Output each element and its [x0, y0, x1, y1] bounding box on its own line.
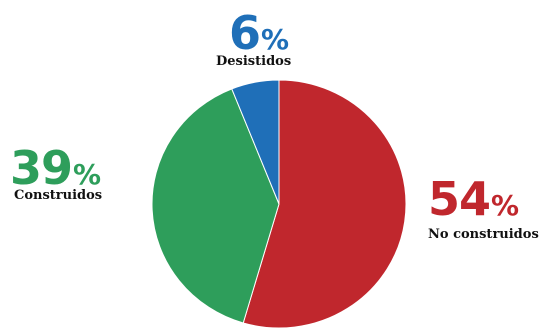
desistidos-category-label: Desistidos [216, 54, 292, 69]
no-construidos-percent-label: 54% [428, 176, 519, 222]
construidos-value: 39 [10, 141, 73, 195]
construidos-slice [151, 88, 280, 324]
desistidos-unit: % [261, 23, 290, 56]
no-construidos-category-label: No construidos [428, 227, 539, 242]
no-construidos-value: 54 [428, 172, 491, 226]
construidos-category-label: Construidos [14, 188, 103, 203]
no-construidos-unit: % [491, 189, 520, 222]
desistidos-slice [231, 79, 280, 205]
construidos-unit: % [73, 158, 102, 191]
desistidos-percent-label: 6% [229, 10, 289, 56]
desistidos-value: 6 [229, 6, 261, 60]
construidos-percent-label: 39% [10, 145, 101, 191]
no-construidos-slice [242, 79, 407, 329]
